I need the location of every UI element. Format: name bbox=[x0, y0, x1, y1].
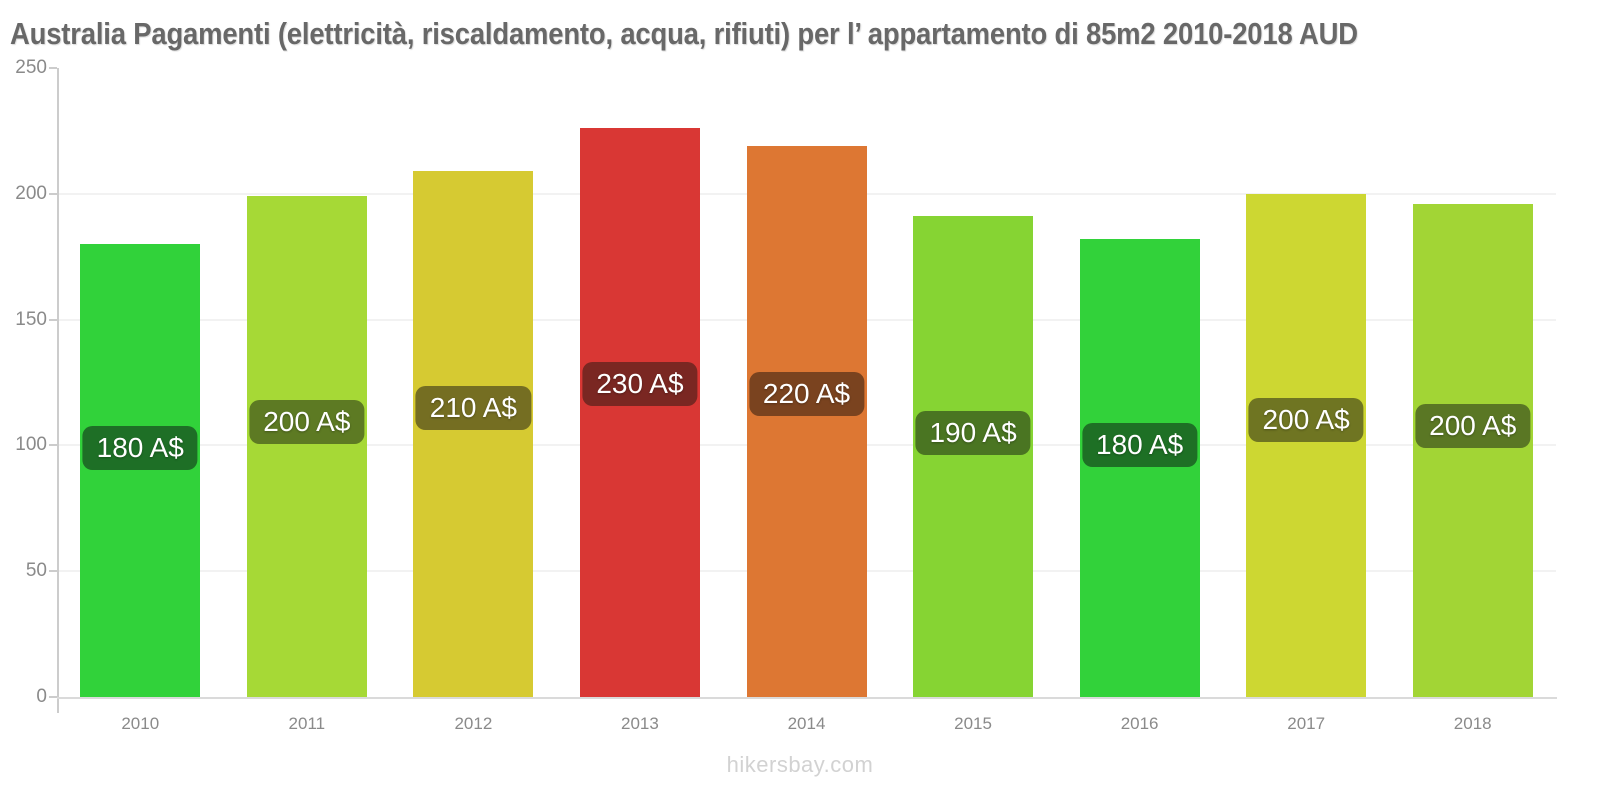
bar-2018[interactable]: 200 A$ bbox=[1412, 203, 1533, 697]
bar-value-badge-2010: 180 A$ bbox=[82, 425, 198, 470]
x-axis-label-2016: 2016 bbox=[1120, 714, 1159, 733]
watermark: hikersbay.com bbox=[726, 752, 874, 777]
x-axis-label-2011: 2011 bbox=[288, 714, 326, 733]
bar-2017[interactable]: 200 A$ bbox=[1246, 193, 1367, 697]
bar-value-badge-2011: 200 A$ bbox=[249, 399, 365, 444]
x-axis-label-2012: 2012 bbox=[454, 714, 493, 733]
y-tick-250 bbox=[49, 67, 57, 69]
y-axis-label-250: 250 bbox=[15, 57, 47, 78]
bar-2014[interactable]: 220 A$ bbox=[746, 146, 867, 697]
bar-2015[interactable]: 190 A$ bbox=[913, 216, 1034, 697]
x-axis-label-2014: 2014 bbox=[787, 714, 826, 733]
y-axis-label-150: 150 bbox=[15, 308, 47, 330]
bar-2011[interactable]: 200 A$ bbox=[246, 196, 367, 697]
x-axis-label-2015: 2015 bbox=[954, 714, 992, 733]
x-axis-label-2018: 2018 bbox=[1453, 714, 1492, 733]
bar-value-badge-2018: 200 A$ bbox=[1415, 403, 1531, 448]
bar-2016[interactable]: 180 A$ bbox=[1079, 239, 1200, 697]
y-tick-0 bbox=[49, 696, 57, 698]
x-axis-label-2013: 2013 bbox=[621, 714, 659, 733]
bar-2013[interactable]: 230 A$ bbox=[579, 128, 700, 697]
y-axis-label-100: 100 bbox=[15, 434, 47, 456]
y-tick-50 bbox=[49, 570, 57, 573]
bar-2012[interactable]: 210 A$ bbox=[413, 171, 534, 697]
y-tick-200 bbox=[49, 192, 57, 195]
y-tick-100 bbox=[49, 444, 57, 447]
y-axis-label-200: 200 bbox=[15, 182, 47, 204]
chart-title: Australia Pagamenti (elettricità, riscal… bbox=[10, 16, 1358, 51]
bar-2010[interactable]: 180 A$ bbox=[80, 244, 201, 697]
bar-value-badge-2013: 230 A$ bbox=[582, 362, 698, 407]
y-axis-label-50: 50 bbox=[25, 560, 47, 582]
x-axis-label-2010: 2010 bbox=[121, 714, 160, 733]
plot-area: 180 A$ 200 A$ 210 A$ 230 A$ 220 A$ 190 A$ 180 … bbox=[49, 67, 1557, 713]
bar-value-badge-2012: 210 A$ bbox=[415, 385, 531, 430]
bar-value-badge-2016: 180 A$ bbox=[1082, 423, 1198, 468]
bar-value-badge-2014: 220 A$ bbox=[748, 371, 865, 416]
y-axis-label-0: 0 bbox=[36, 686, 47, 707]
y-axis-line bbox=[57, 68, 59, 713]
x-axis-label-2017: 2017 bbox=[1287, 714, 1326, 733]
bar-value-badge-2015: 190 A$ bbox=[915, 410, 1031, 455]
bar-value-badge-2017: 200 A$ bbox=[1248, 398, 1364, 443]
x-axis-line bbox=[57, 697, 1557, 699]
y-tick-150 bbox=[49, 318, 57, 321]
